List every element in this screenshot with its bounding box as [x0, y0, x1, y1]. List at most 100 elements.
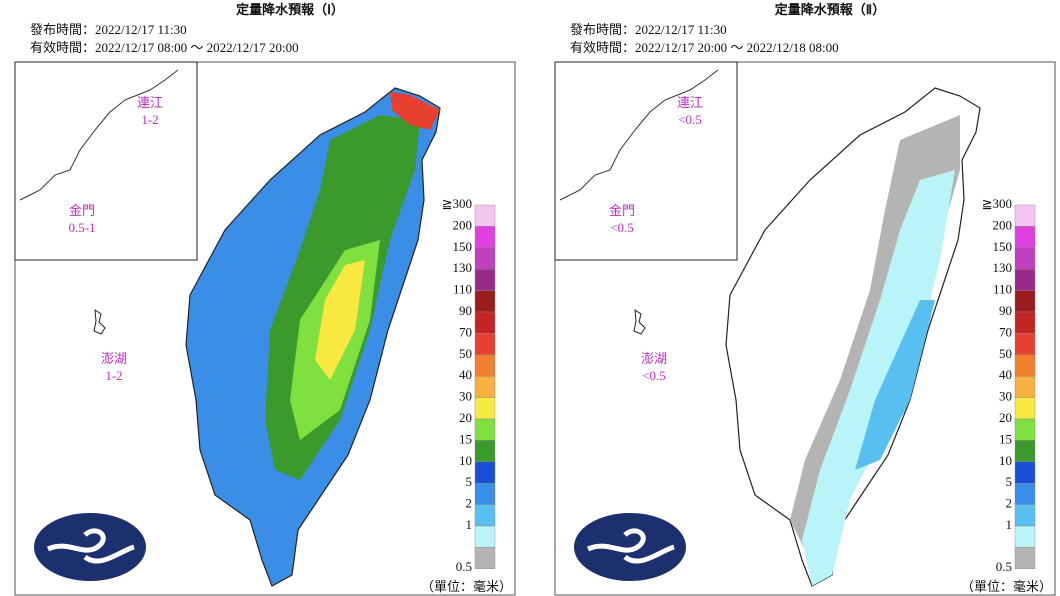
logo-disc [574, 513, 686, 581]
legend-label: 1 [1006, 517, 1013, 532]
legend-label: 30 [999, 389, 1012, 404]
logo-swirl [46, 528, 135, 564]
inset-frame [554, 61, 738, 261]
issued-time: 發布時間：2022/12/17 11:30 [570, 22, 727, 37]
island-name: 澎湖 [101, 351, 127, 366]
legend-swatch [1014, 397, 1036, 420]
legend-swatch [1014, 354, 1036, 377]
agency-logo [34, 513, 146, 581]
penghu [633, 309, 646, 335]
island-name: 連江 [677, 95, 703, 110]
rain-light [802, 170, 955, 586]
rain-mid [855, 300, 935, 470]
legend-label: 200 [993, 217, 1013, 232]
legend-swatch [474, 504, 496, 527]
legend-label: 110 [993, 282, 1012, 297]
legend-label: 15 [999, 431, 1012, 446]
panel-title: 定量降水預報（Ⅰ） [235, 2, 344, 17]
legend-label: 2 [466, 496, 473, 511]
legend-label: 20 [999, 410, 1012, 425]
legend-swatch [474, 376, 496, 398]
valid-time: 有效時間：2022/12/17 08:00 ～ 2022/12/17 20:00 [30, 40, 299, 55]
panel-title: 定量降水預報（Ⅱ） [774, 2, 885, 17]
island-name: 金門 [69, 203, 95, 218]
legend-label: 5 [1006, 474, 1013, 489]
legend-label: 0.5 [456, 559, 472, 574]
legend-label: 150 [993, 239, 1013, 254]
legend-label: 70 [999, 324, 1012, 339]
legend-swatch [474, 525, 496, 548]
coastline [559, 69, 719, 201]
legend-label: 90 [459, 303, 472, 318]
legend-swatch [1014, 418, 1036, 441]
legend-label: 10 [459, 453, 472, 468]
legend-label: 30 [459, 389, 472, 404]
legend-swatch [1014, 311, 1036, 334]
island-value: 1-2 [105, 368, 122, 383]
legend-swatch [474, 269, 496, 291]
coastline [19, 69, 179, 201]
legend-swatch [474, 204, 496, 227]
logo-disc [34, 513, 146, 581]
legend-swatch [474, 483, 496, 505]
agency-logo [574, 513, 686, 581]
legend-label: 70 [459, 324, 472, 339]
legend-label: 110 [453, 282, 472, 297]
legend-swatch [1014, 226, 1036, 248]
legend-swatch [1014, 461, 1036, 484]
legend-swatch [1014, 504, 1036, 527]
legend-swatch [474, 333, 496, 355]
legend-swatch [1014, 376, 1036, 398]
legend-label: 150 [453, 239, 473, 254]
legend-label: 40 [999, 367, 1012, 382]
penghu [93, 309, 106, 335]
island-value: <0.5 [610, 220, 634, 235]
map-panel: 定量降水預報（Ⅱ） 發布時間：2022/12/17 11:30 有效時間：2022/… [554, 2, 1056, 596]
legend-swatch [1014, 204, 1036, 227]
legend-swatch [474, 461, 496, 484]
island-value: 1-2 [141, 112, 158, 127]
island-value: <0.5 [642, 368, 666, 383]
legend-unit: （單位：毫米） [421, 579, 512, 594]
legend-label: ≧300 [982, 196, 1012, 211]
legend-label: 10 [999, 453, 1012, 468]
legend-swatch [474, 397, 496, 420]
island-value: <0.5 [678, 112, 702, 127]
legend-swatch [1014, 333, 1036, 355]
legend-swatch [474, 547, 496, 570]
legend-swatch [1014, 440, 1036, 462]
valid-time: 有效時間：2022/12/17 20:00 ～ 2022/12/18 08:00 [570, 40, 839, 55]
legend-label: 50 [999, 346, 1012, 361]
legend-label: 90 [999, 303, 1012, 318]
legend-label: ≧300 [442, 196, 472, 211]
inset-frame [14, 61, 198, 261]
legend-unit: （單位：毫米） [961, 579, 1052, 594]
legend-swatch [1014, 290, 1036, 313]
legend-label: 0.5 [996, 559, 1012, 574]
legend-swatch [1014, 525, 1036, 548]
island-name: 澎湖 [641, 351, 667, 366]
legend-swatch [474, 226, 496, 248]
island-name: 連江 [137, 95, 163, 110]
legend-swatch [1014, 483, 1036, 505]
legend-swatch [1014, 247, 1036, 270]
legend-label: 50 [459, 346, 472, 361]
legend-label: 40 [459, 367, 472, 382]
legend-label: 20 [459, 410, 472, 425]
legend-label: 2 [1006, 496, 1013, 511]
legend-swatch [474, 354, 496, 377]
legend-swatch [474, 440, 496, 462]
legend-label: 1 [466, 517, 473, 532]
legend-swatch [474, 247, 496, 270]
legend-label: 15 [459, 431, 472, 446]
legend-label: 130 [453, 260, 473, 275]
rain-north [390, 92, 440, 130]
island-name: 金門 [609, 203, 635, 218]
island-value: 0.5-1 [68, 220, 95, 235]
legend-swatch [474, 311, 496, 334]
issued-time: 發布時間：2022/12/17 11:30 [30, 22, 187, 37]
logo-swirl [586, 528, 675, 564]
rain-peak [315, 260, 365, 380]
legend-label: 200 [453, 217, 473, 232]
